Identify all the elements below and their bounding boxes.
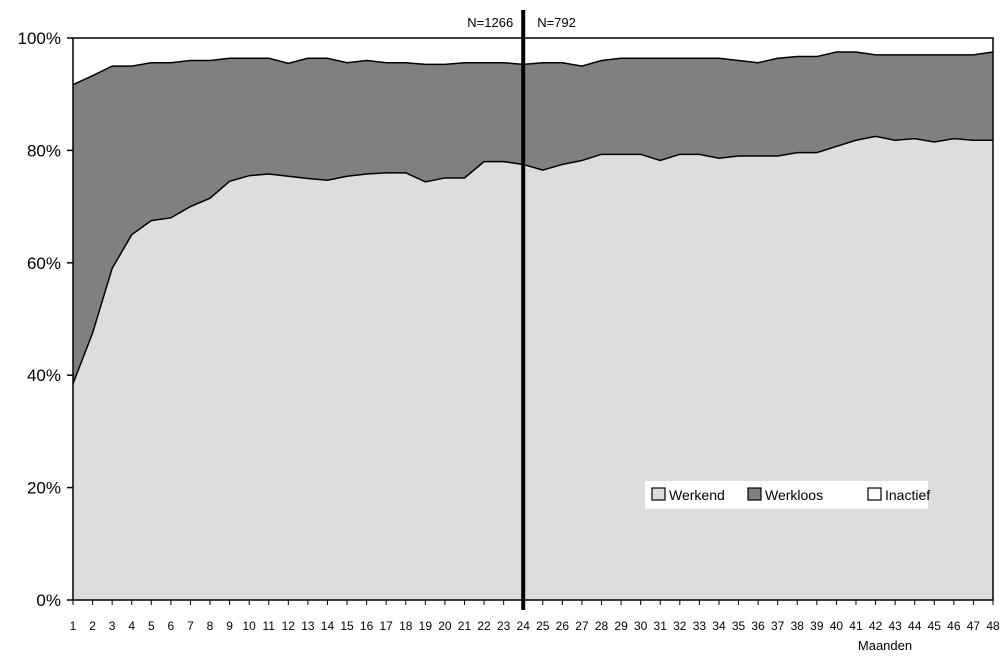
y-tick-label: 0% <box>36 591 61 610</box>
x-tick-label: 35 <box>732 619 746 633</box>
x-tick-label: 6 <box>168 619 175 633</box>
x-tick-label: 45 <box>928 619 942 633</box>
x-tick-label: 34 <box>712 619 726 633</box>
x-tick-label: 41 <box>849 619 863 633</box>
legend-label-inactief: Inactief <box>885 487 930 503</box>
x-tick-label: 26 <box>556 619 570 633</box>
x-tick-label: 8 <box>207 619 214 633</box>
x-tick-label: 48 <box>986 619 1000 633</box>
x-tick-label: 31 <box>654 619 668 633</box>
x-tick-label: 40 <box>830 619 844 633</box>
boundary-lines-layer <box>72 51 994 384</box>
x-tick-label: 21 <box>458 619 472 633</box>
x-tick-label: 3 <box>109 619 116 633</box>
x-tick-label: 39 <box>810 619 824 633</box>
x-tick-label: 1 <box>70 619 77 633</box>
x-tick-label: 2 <box>89 619 96 633</box>
x-tick-label: 33 <box>693 619 707 633</box>
x-tick-label: 44 <box>908 619 922 633</box>
x-tick-label: 15 <box>340 619 354 633</box>
y-tick-label: 20% <box>27 479 61 498</box>
x-tick-label: 46 <box>947 619 961 633</box>
x-tick-label: 9 <box>226 619 233 633</box>
x-tick-label: 10 <box>242 619 256 633</box>
x-tick-label: 5 <box>148 619 155 633</box>
legend-label-werkend: Werkend <box>669 487 725 503</box>
divider-left-label: N=1266 <box>467 15 513 30</box>
legend-swatch-werkend <box>651 487 666 501</box>
x-axis: 1 2 3 4 5 6 7 8 9 10 11 12 13 14 15 16 17 18 19 20 21 22 23 24 2… <box>70 600 1000 633</box>
x-tick-label: 27 <box>575 619 589 633</box>
legend-swatch-werkloos <box>747 487 762 501</box>
x-tick-label: 7 <box>187 619 194 633</box>
area-inactief <box>73 38 993 85</box>
area-werkloos <box>73 52 993 384</box>
x-tick-label: 16 <box>360 619 374 633</box>
x-tick-label: 23 <box>497 619 511 633</box>
area-series-layer <box>73 38 993 600</box>
area-werkend <box>73 136 993 600</box>
legend-swatch-inactief <box>867 487 882 501</box>
x-tick-label: 13 <box>301 619 315 633</box>
plot-frame <box>72 37 994 601</box>
x-tick-label: 43 <box>888 619 902 633</box>
legend: Werkend Werkloos Inactief <box>645 481 930 509</box>
boundary-werkloos <box>72 51 994 86</box>
x-tick-label: 37 <box>771 619 785 633</box>
x-tick-label: 19 <box>419 619 433 633</box>
x-tick-label: 25 <box>536 619 550 633</box>
x-tick-label: 24 <box>517 619 531 633</box>
x-tick-label: 22 <box>477 619 491 633</box>
x-tick-label: 17 <box>380 619 394 633</box>
x-axis-title: Maanden <box>858 638 912 653</box>
y-tick-label: 40% <box>27 366 61 385</box>
legend-items: Werkend Werkloos Inactief <box>651 487 930 503</box>
x-tick-label: 14 <box>321 619 335 633</box>
x-tick-label: 29 <box>614 619 628 633</box>
x-tick-label: 47 <box>967 619 981 633</box>
divider-right-label: N=792 <box>537 15 576 30</box>
y-tick-label: 60% <box>27 254 61 273</box>
x-tick-label: 4 <box>128 619 135 633</box>
x-tick-label: 36 <box>751 619 765 633</box>
boundary-werkend <box>72 135 993 384</box>
y-axis: 0% 20% 40% 60% 80% 100% <box>18 29 73 610</box>
x-tick-label: 32 <box>673 619 687 633</box>
x-tick-label: 20 <box>438 619 452 633</box>
x-tick-label: 38 <box>791 619 805 633</box>
y-tick-label: 80% <box>27 141 61 160</box>
x-tick-label: 11 <box>263 619 276 633</box>
x-tick-label: 28 <box>595 619 609 633</box>
x-tick-label: 42 <box>869 619 883 633</box>
y-tick-label: 100% <box>18 29 61 48</box>
legend-label-werkloos: Werkloos <box>765 487 823 503</box>
x-tick-label: 30 <box>634 619 648 633</box>
x-tick-label: 12 <box>282 619 296 633</box>
x-tick-label: 18 <box>399 619 413 633</box>
